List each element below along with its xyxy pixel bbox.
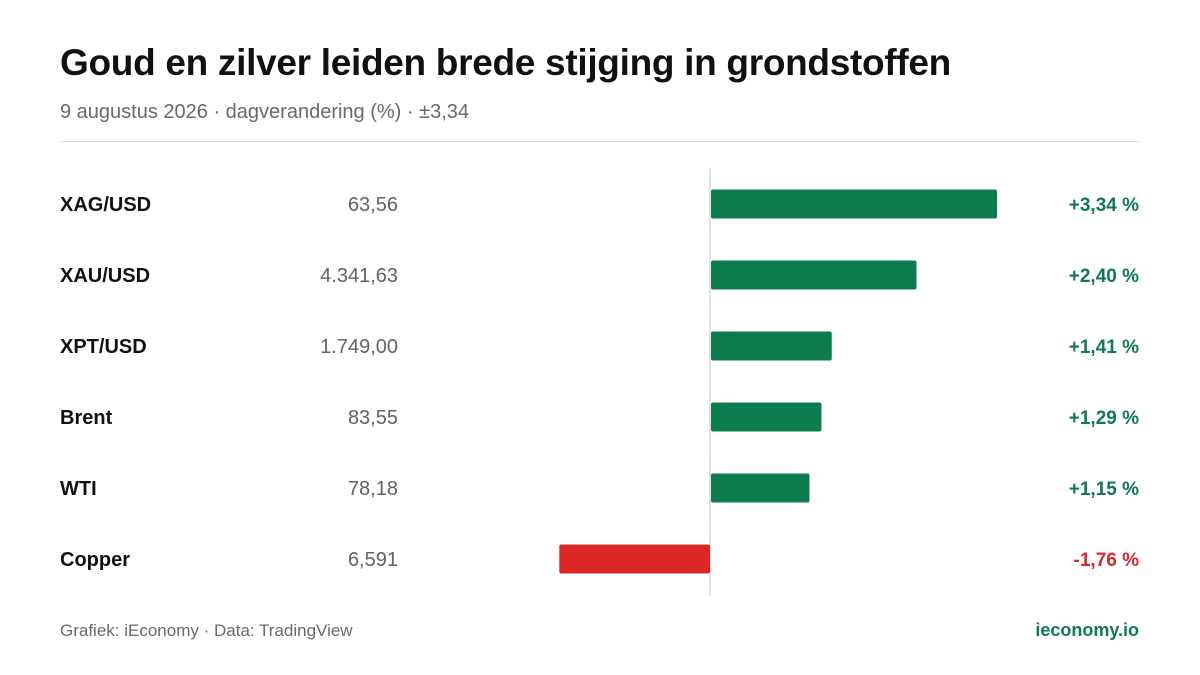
chart-title: Goud en zilver leiden brede stijging in … [60, 42, 951, 83]
header-divider [60, 141, 1140, 142]
category-label: XAU/USD [60, 265, 150, 287]
category-label: WTI [60, 478, 97, 500]
price-label: 4.341,63 [320, 265, 398, 287]
bar [711, 331, 832, 361]
bar [711, 402, 822, 432]
value-label: -1,76 % [1074, 550, 1140, 571]
category-label: XAG/USD [60, 194, 151, 216]
chart-subtitle: 9 augustus 2026 · dagverandering (%) · ±… [60, 101, 470, 123]
value-label: +1,29 % [1069, 408, 1139, 429]
brand-link[interactable]: ieconomy.io [1035, 620, 1139, 640]
bar [711, 189, 997, 219]
bar [711, 260, 917, 290]
value-label: +1,15 % [1069, 479, 1139, 500]
category-label: XPT/USD [60, 336, 147, 358]
price-label: 78,18 [348, 478, 398, 500]
source-credit: Grafiek: iEconomy · Data: TradingView [60, 621, 353, 640]
price-label: 1.749,00 [320, 336, 398, 358]
price-label: 83,55 [348, 407, 398, 429]
price-label: 6,591 [348, 549, 398, 571]
bar [559, 544, 710, 574]
price-label: 63,56 [348, 194, 398, 216]
value-label: +2,40 % [1069, 266, 1139, 287]
value-label: +1,41 % [1069, 337, 1139, 358]
category-label: Brent [60, 407, 113, 429]
category-label: Copper [60, 549, 130, 571]
bar [711, 473, 810, 503]
value-label: +3,34 % [1069, 195, 1139, 216]
